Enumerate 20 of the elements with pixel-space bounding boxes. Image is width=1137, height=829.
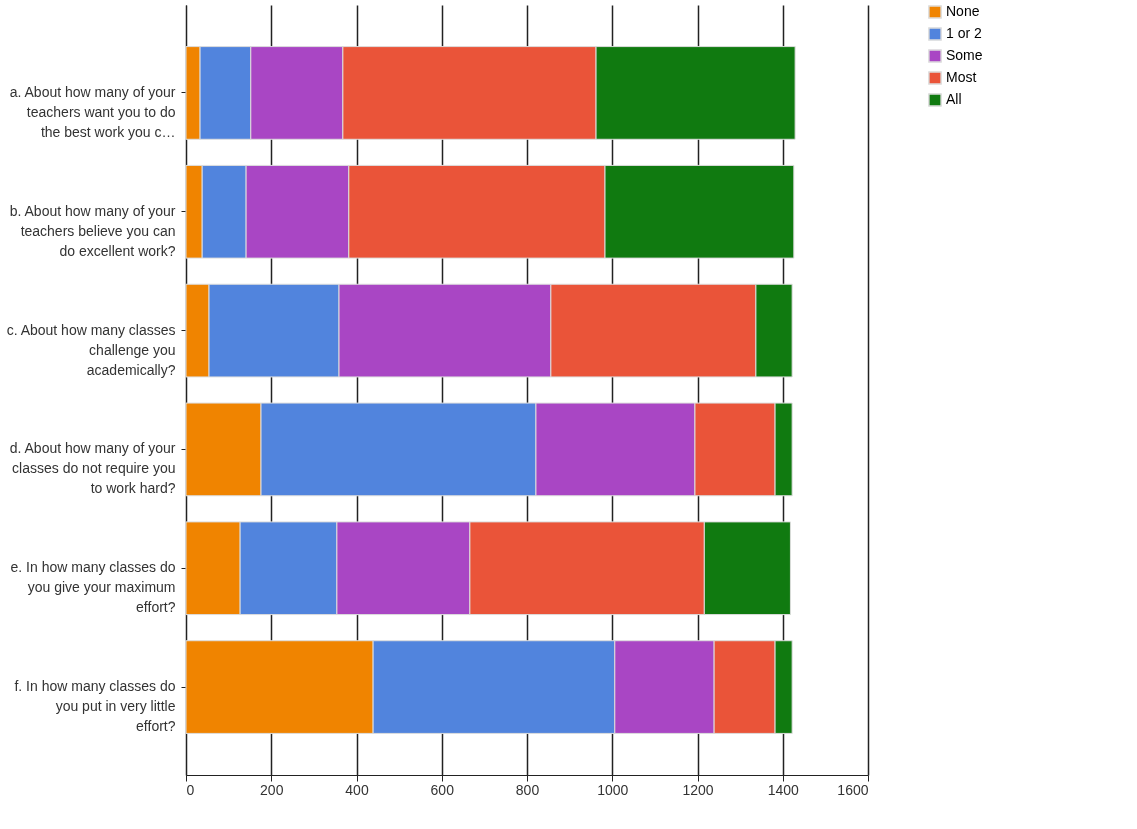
- y-tick-label: f. In how many classes do you put in very little effort?: [14, 678, 176, 735]
- y-tick-label: e. In how many classes do you give your maximum effort?: [10, 559, 176, 616]
- x-tick-label: 1600: [837, 781, 869, 798]
- y-tick-label: a. About how many of your teachers want you to do the best work you c…: [9, 83, 176, 140]
- legend-label: Some: [946, 47, 983, 63]
- x-tick-label: 1200: [682, 781, 714, 798]
- legend-label: All: [946, 91, 962, 107]
- legend-label: 1 or 2: [946, 25, 983, 41]
- y-tick-label: d. About how many of your classes do not require you to work hard?: [9, 440, 176, 497]
- y-tick-label: c. About how many classes challenge you academically?: [6, 321, 176, 378]
- x-tick-label: 0: [186, 781, 195, 798]
- x-tick-label: 600: [430, 781, 455, 798]
- x-tick-label: 800: [515, 781, 540, 798]
- x-tick-label: 400: [345, 781, 369, 798]
- y-tick-label: b. About how many of your teachers believe you can do excellent work?: [9, 202, 176, 259]
- legend-label: None: [946, 3, 980, 19]
- x-tick-label: 1000: [597, 781, 629, 798]
- x-tick-label: 200: [260, 781, 284, 798]
- legend-label: Most: [946, 69, 977, 85]
- x-tick-label: 1400: [767, 781, 800, 798]
